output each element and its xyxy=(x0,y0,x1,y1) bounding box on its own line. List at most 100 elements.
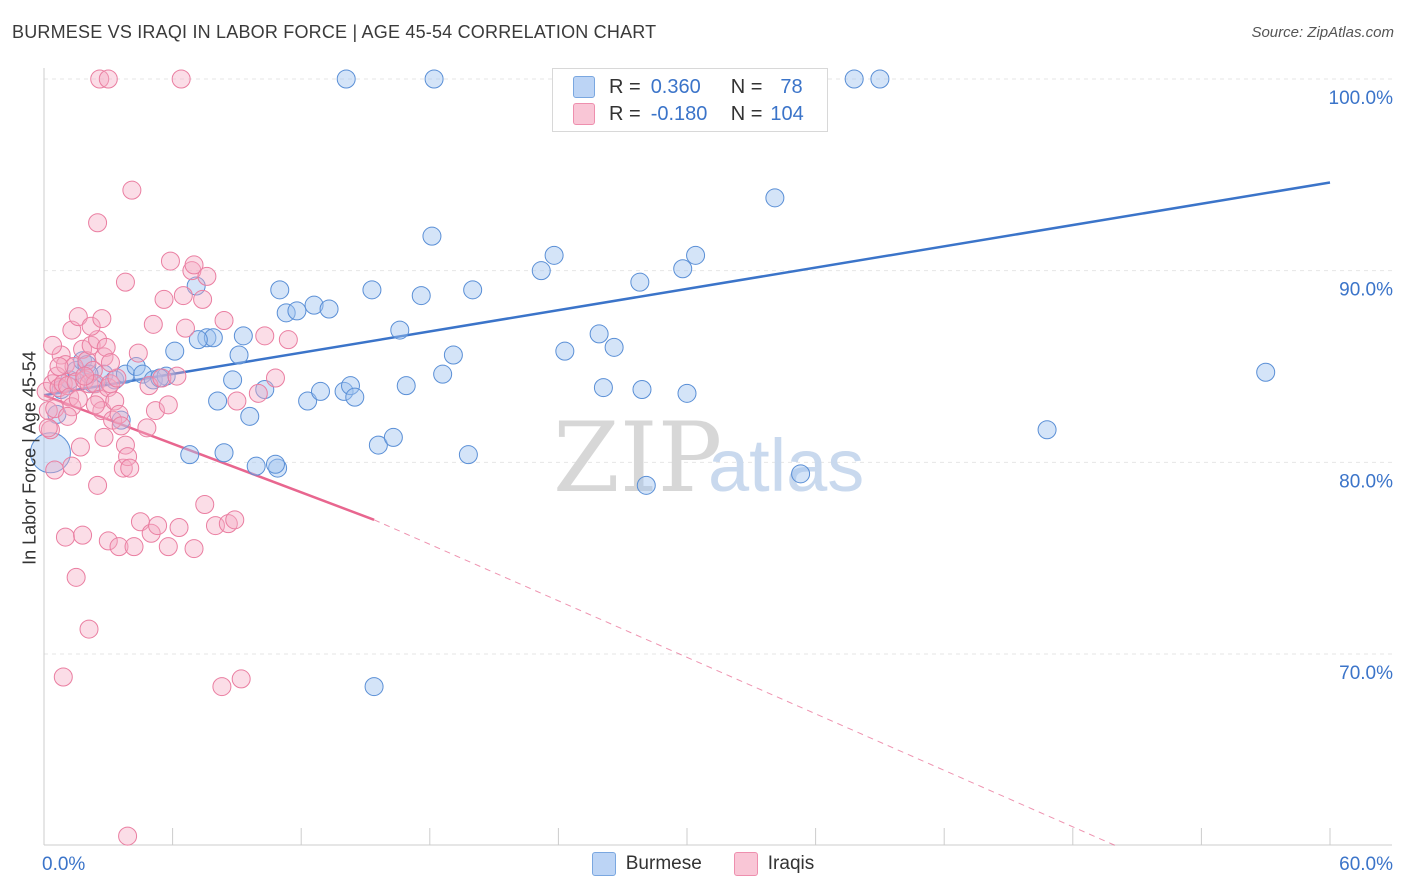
iraqis-point xyxy=(141,523,161,543)
iraqis-point xyxy=(68,307,88,327)
burmese-point xyxy=(443,345,463,365)
burmese-point xyxy=(310,381,330,401)
burmese-point xyxy=(298,391,318,411)
iraqis-point xyxy=(85,395,105,415)
legend-label-burmese: Burmese xyxy=(625,853,702,874)
iraqis-point xyxy=(88,475,108,495)
iraqis-point xyxy=(143,314,163,334)
burmese-point xyxy=(458,445,478,465)
burmese-point xyxy=(544,245,564,265)
iraqis-point xyxy=(175,318,195,338)
iraqis-point xyxy=(118,447,138,467)
iraqis-point xyxy=(55,527,75,547)
iraqis-point xyxy=(184,255,204,275)
burmese-point xyxy=(686,245,706,265)
burmese-n-value: 78 xyxy=(780,75,803,98)
bottom-legend: Burmese Iraqis xyxy=(0,852,1406,876)
iraqis-trend-extension xyxy=(373,519,1116,847)
burmese-point xyxy=(765,188,785,208)
iraqis-point xyxy=(124,537,144,557)
iraqis-n-value: 104 xyxy=(770,102,804,125)
burmese-point xyxy=(364,677,384,697)
iraqis-point xyxy=(64,357,84,376)
iraqis-point xyxy=(109,404,129,424)
iraqis-point xyxy=(66,567,86,587)
burmese-point xyxy=(555,341,575,361)
source-label: Source: ZipAtlas.com xyxy=(1251,24,1394,41)
stats-legend: R = 0.360 N = 78 R = -0.180 N = 104 xyxy=(552,68,828,132)
burmese-point xyxy=(1256,362,1276,382)
burmese-point xyxy=(345,387,365,407)
burmese-point xyxy=(229,345,249,365)
watermark-atlas: atlas xyxy=(708,424,864,507)
burmese-point xyxy=(673,259,693,279)
iraqis-point xyxy=(154,289,174,309)
burmese-point xyxy=(870,69,890,89)
iraqis-point xyxy=(98,531,118,551)
iraqis-point xyxy=(265,368,285,388)
burmese-point xyxy=(463,280,483,300)
x-tick-label-right: 60.0% xyxy=(1339,854,1393,875)
burmese-point xyxy=(203,328,223,348)
iraqis-point xyxy=(214,311,234,330)
iraqis-point xyxy=(49,357,69,376)
iraqis-point xyxy=(145,401,165,421)
burmese-point xyxy=(589,324,609,344)
burmese-point xyxy=(604,337,624,357)
iraqis-point xyxy=(98,69,118,89)
iraqis-point xyxy=(137,418,157,438)
iraqis-point xyxy=(38,418,58,438)
burmese-point xyxy=(336,69,356,89)
burmese-r-value: 0.360 xyxy=(650,75,701,98)
iraqis-point xyxy=(225,510,245,530)
y-axis-title: In Labor Force | Age 45-54 xyxy=(19,351,40,565)
iraqis-point xyxy=(92,309,112,329)
burmese-point xyxy=(223,370,243,390)
burmese-point xyxy=(1037,420,1057,440)
burmese-legend-swatch xyxy=(591,852,616,876)
legend-item-burmese: Burmese xyxy=(591,852,702,876)
iraqis-point xyxy=(115,435,135,455)
burmese-point xyxy=(287,301,307,321)
iraqis-point xyxy=(73,525,93,545)
burmese-point xyxy=(844,69,864,89)
iraqis-point xyxy=(70,437,90,457)
iraqis-legend-swatch xyxy=(733,852,758,876)
burmese-point xyxy=(233,326,253,346)
iraqis-point xyxy=(88,213,108,233)
burmese-point xyxy=(593,378,613,398)
burmese-point xyxy=(304,295,324,315)
burmese-point xyxy=(246,456,266,476)
burmese-point xyxy=(433,364,453,384)
burmese-point xyxy=(165,341,185,361)
stats-row-iraqis: R = -0.180 N = 104 xyxy=(573,101,804,127)
iraqis-point xyxy=(115,272,135,292)
iraqis-point xyxy=(231,669,251,689)
iraqis-point xyxy=(128,343,148,363)
iraqis-point xyxy=(122,180,142,200)
burmese-point xyxy=(411,286,431,306)
burmese-point xyxy=(390,320,410,340)
iraqis-point xyxy=(109,537,129,557)
burmese-point xyxy=(368,435,388,455)
burmese-point xyxy=(208,391,228,411)
burmese-swatch xyxy=(573,76,595,98)
iraqis-point xyxy=(227,391,247,411)
iraqis-point xyxy=(197,266,217,286)
iraqis-point xyxy=(171,69,191,89)
iraqis-point xyxy=(169,518,189,537)
burmese-point xyxy=(422,226,442,246)
burmese-point xyxy=(677,383,697,403)
y-tick-label: 100.0% xyxy=(1329,88,1394,109)
iraqis-point xyxy=(158,537,178,557)
y-tick-label: 70.0% xyxy=(1339,663,1393,684)
r-label: R = xyxy=(609,75,641,98)
iraqis-point xyxy=(212,677,232,697)
burmese-point xyxy=(188,330,208,350)
iraqis-point xyxy=(85,374,105,394)
iraqis-point xyxy=(45,460,65,480)
burmese-point xyxy=(396,376,416,396)
iraqis-point xyxy=(195,495,215,514)
iraqis-point xyxy=(79,619,99,639)
stats-row-burmese: R = 0.360 N = 78 xyxy=(573,74,803,100)
